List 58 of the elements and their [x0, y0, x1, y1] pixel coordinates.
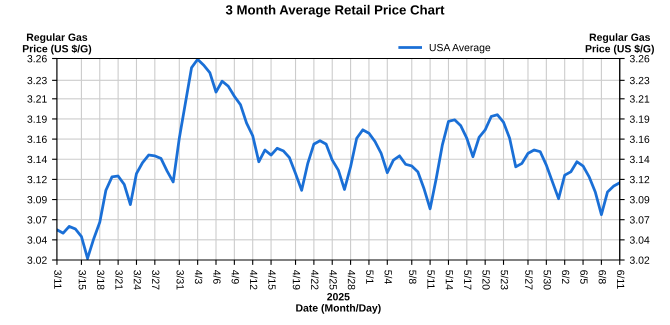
- y-tick-label: 3.14: [27, 156, 47, 164]
- x-tick-label: 6/8: [598, 270, 606, 284]
- y2-tick-label: 3.04: [630, 236, 650, 244]
- x-tick-label: 5/11: [427, 270, 435, 289]
- x-tick-label: 6/5: [580, 270, 588, 284]
- y2-tick-label: 3.21: [630, 95, 650, 103]
- x-tick-label: 3/18: [96, 270, 105, 290]
- y-tick-label: 3.09: [27, 196, 47, 204]
- y2-tick-label: 3.26: [630, 55, 650, 62]
- y-tick-label: 3.19: [27, 115, 47, 123]
- x-tick-label: 4/22: [311, 270, 319, 290]
- y-tick-label: 3.04: [27, 236, 47, 244]
- y-tick-label: 3.16: [27, 136, 47, 143]
- x-tick-label: 4/15: [268, 270, 276, 290]
- y-tick-label: 3.21: [27, 95, 47, 103]
- x-tick-label: 3/21: [115, 270, 123, 290]
- y2-tick-label: 3.09: [630, 196, 650, 204]
- y2-axis-title: Regular Gas Price (US $/G): [586, 33, 654, 54]
- y-tick-label: 3.23: [27, 76, 47, 84]
- x-tick-label: 4/6: [213, 270, 221, 284]
- x-tick-label: 5/20: [482, 270, 490, 290]
- x-tick-label: 3/31: [176, 270, 184, 290]
- x-tick-label: 5/1: [366, 270, 374, 284]
- x-tick-label: 5/14: [446, 270, 454, 290]
- legend-label: USA Average: [430, 44, 490, 54]
- y-tick-label: 3.02: [27, 256, 47, 264]
- x-tick-label: 5/27: [525, 270, 533, 290]
- x-tick-label: 4/28: [348, 270, 356, 290]
- x-tick-label: 3/11: [54, 270, 62, 289]
- x-axis-title: 2025 Date (Month/Day): [296, 293, 381, 314]
- x-tick-label: 3/24: [134, 270, 142, 290]
- x-tick-label: 4/9: [232, 270, 240, 284]
- x-tick-label: 5/4: [384, 270, 392, 284]
- y2-tick-label: 3.02: [630, 256, 650, 264]
- y2-tick-label: 3.23: [630, 76, 650, 84]
- y2-tick-label: 3.07: [630, 216, 650, 224]
- x-tick-label: 6/2: [562, 270, 570, 284]
- x-tick-label: 4/25: [329, 270, 338, 290]
- y2-tick-label: 3.14: [630, 156, 650, 164]
- x-tick-label: 4/12: [250, 270, 258, 290]
- x-tick-label: 4/3: [194, 270, 203, 284]
- y-tick-label: 3.26: [27, 55, 47, 62]
- x-tick-label: 4/19: [292, 270, 300, 290]
- chart-title: 3 Month Average Retail Price Chart: [226, 4, 444, 18]
- line-series: [56, 58, 620, 260]
- x-tick-label: 6/11: [616, 270, 625, 289]
- x-tick-label: 5/17: [464, 270, 472, 290]
- x-tick-label: 5/23: [500, 270, 508, 290]
- y-tick-label: 3.12: [27, 176, 47, 184]
- x-tick-label: 3/15: [78, 270, 86, 290]
- x-tick-label: 5/8: [408, 270, 417, 284]
- y2-tick-label: 3.19: [630, 115, 650, 123]
- y-tick-label: 3.07: [27, 216, 47, 224]
- y2-tick-label: 3.16: [630, 136, 650, 143]
- y2-tick-label: 3.12: [630, 176, 650, 184]
- x-tick-label: 5/30: [544, 270, 552, 290]
- y-axis-title: Regular Gas Price (US $/G): [22, 33, 92, 54]
- x-tick-label: 3/27: [152, 270, 160, 290]
